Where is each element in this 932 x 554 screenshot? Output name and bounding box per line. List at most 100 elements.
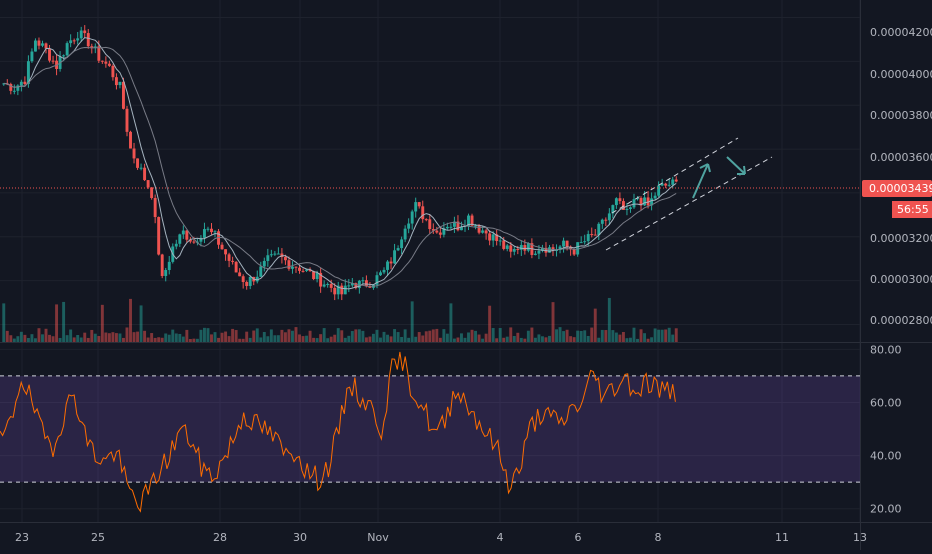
last-price-tag[interactable]: 0.00003439	[862, 180, 932, 197]
candle-body[interactable]	[213, 231, 217, 233]
candle-body[interactable]	[632, 199, 636, 208]
candle-body[interactable]	[470, 215, 474, 226]
candle-body[interactable]	[340, 285, 344, 295]
drawing-tools-layer[interactable]	[0, 137, 860, 251]
candle-body[interactable]	[604, 219, 608, 221]
candle-body[interactable]	[576, 242, 580, 255]
candle-body[interactable]	[287, 260, 291, 269]
candle-body[interactable]	[460, 226, 463, 231]
candle-body[interactable]	[484, 230, 488, 234]
candle-body[interactable]	[512, 248, 516, 252]
candle-body[interactable]	[357, 280, 361, 289]
candle-body[interactable]	[129, 131, 132, 149]
candle-body[interactable]	[396, 248, 400, 251]
candle-body[interactable]	[431, 229, 435, 231]
candle-body[interactable]	[361, 280, 365, 282]
candle-body[interactable]	[305, 269, 309, 271]
candle-body[interactable]	[111, 65, 115, 78]
candle-body[interactable]	[414, 202, 418, 212]
candle-body[interactable]	[664, 183, 668, 186]
candle-body[interactable]	[590, 234, 594, 236]
candle-body[interactable]	[276, 253, 280, 255]
candle-body[interactable]	[621, 201, 625, 210]
candle-body[interactable]	[238, 272, 242, 277]
candle-body[interactable]	[315, 272, 319, 280]
candle-body[interactable]	[533, 253, 537, 255]
candle-body[interactable]	[72, 40, 76, 42]
candle-body[interactable]	[122, 81, 125, 109]
candle-body[interactable]	[498, 240, 502, 242]
candle-body[interactable]	[354, 283, 358, 289]
candle-body[interactable]	[104, 61, 108, 64]
candle-body[interactable]	[625, 208, 629, 210]
candle-body[interactable]	[523, 245, 527, 251]
candle-body[interactable]	[217, 231, 220, 245]
candle-body[interactable]	[234, 261, 238, 273]
candle-body[interactable]	[364, 280, 368, 287]
candle-body[interactable]	[481, 230, 485, 233]
candle-body[interactable]	[618, 198, 622, 202]
candle-body[interactable]	[44, 43, 48, 49]
candle-body[interactable]	[41, 43, 44, 46]
candle-body[interactable]	[646, 197, 650, 206]
candle-body[interactable]	[442, 228, 446, 235]
candle-body[interactable]	[428, 219, 432, 230]
candle-body[interactable]	[424, 219, 428, 221]
candle-body[interactable]	[118, 81, 122, 86]
candle-body[interactable]	[537, 250, 541, 254]
candle-body[interactable]	[611, 205, 615, 214]
candle-body[interactable]	[269, 254, 273, 256]
candle-body[interactable]	[69, 40, 73, 44]
candle-body[interactable]	[368, 286, 372, 288]
candle-body[interactable]	[347, 285, 351, 287]
candle-body[interactable]	[90, 46, 94, 48]
candle-body[interactable]	[488, 233, 492, 241]
candle-body[interactable]	[572, 249, 576, 255]
candle-body[interactable]	[502, 240, 506, 249]
candle-body[interactable]	[83, 30, 87, 34]
candle-body[interactable]	[280, 253, 284, 258]
candle-body[interactable]	[551, 247, 555, 251]
candle-body[interactable]	[76, 38, 80, 41]
candle-body[interactable]	[26, 61, 30, 85]
candle-body[interactable]	[657, 185, 661, 196]
candle-body[interactable]	[467, 215, 470, 226]
candle-body[interactable]	[438, 232, 442, 235]
candle-body[interactable]	[491, 234, 495, 241]
candle-body[interactable]	[614, 198, 618, 206]
candle-body[interactable]	[273, 253, 277, 255]
candle-body[interactable]	[37, 40, 41, 46]
candle-body[interactable]	[150, 187, 154, 198]
candle-body[interactable]	[167, 261, 171, 271]
candle-body[interactable]	[224, 249, 228, 255]
candle-body[interactable]	[516, 248, 520, 250]
candle-body[interactable]	[650, 198, 654, 206]
arrow-up-icon[interactable]	[692, 163, 711, 199]
candle-body[interactable]	[343, 285, 347, 295]
candle-body[interactable]	[558, 246, 562, 250]
candle-body[interactable]	[322, 284, 326, 287]
candle-body[interactable]	[593, 234, 597, 236]
candle-body[interactable]	[174, 243, 178, 247]
candle-body[interactable]	[202, 229, 206, 238]
candle-body[interactable]	[188, 239, 192, 242]
candle-body[interactable]	[132, 148, 136, 159]
candle-body[interactable]	[312, 271, 316, 280]
candle-body[interactable]	[97, 46, 101, 61]
candle-body[interactable]	[266, 255, 270, 261]
candle-body[interactable]	[452, 221, 456, 227]
candle-body[interactable]	[565, 240, 569, 247]
candle-body[interactable]	[86, 33, 90, 47]
candle-body[interactable]	[136, 158, 140, 168]
candle-body[interactable]	[231, 260, 235, 262]
candle-body[interactable]	[505, 245, 509, 249]
candle-body[interactable]	[185, 230, 189, 240]
candle-body[interactable]	[206, 228, 210, 230]
candle-body[interactable]	[2, 83, 6, 85]
candle-body[interactable]	[192, 241, 196, 243]
candle-body[interactable]	[16, 85, 20, 91]
candle-body[interactable]	[19, 81, 23, 86]
candle-body[interactable]	[400, 239, 404, 249]
